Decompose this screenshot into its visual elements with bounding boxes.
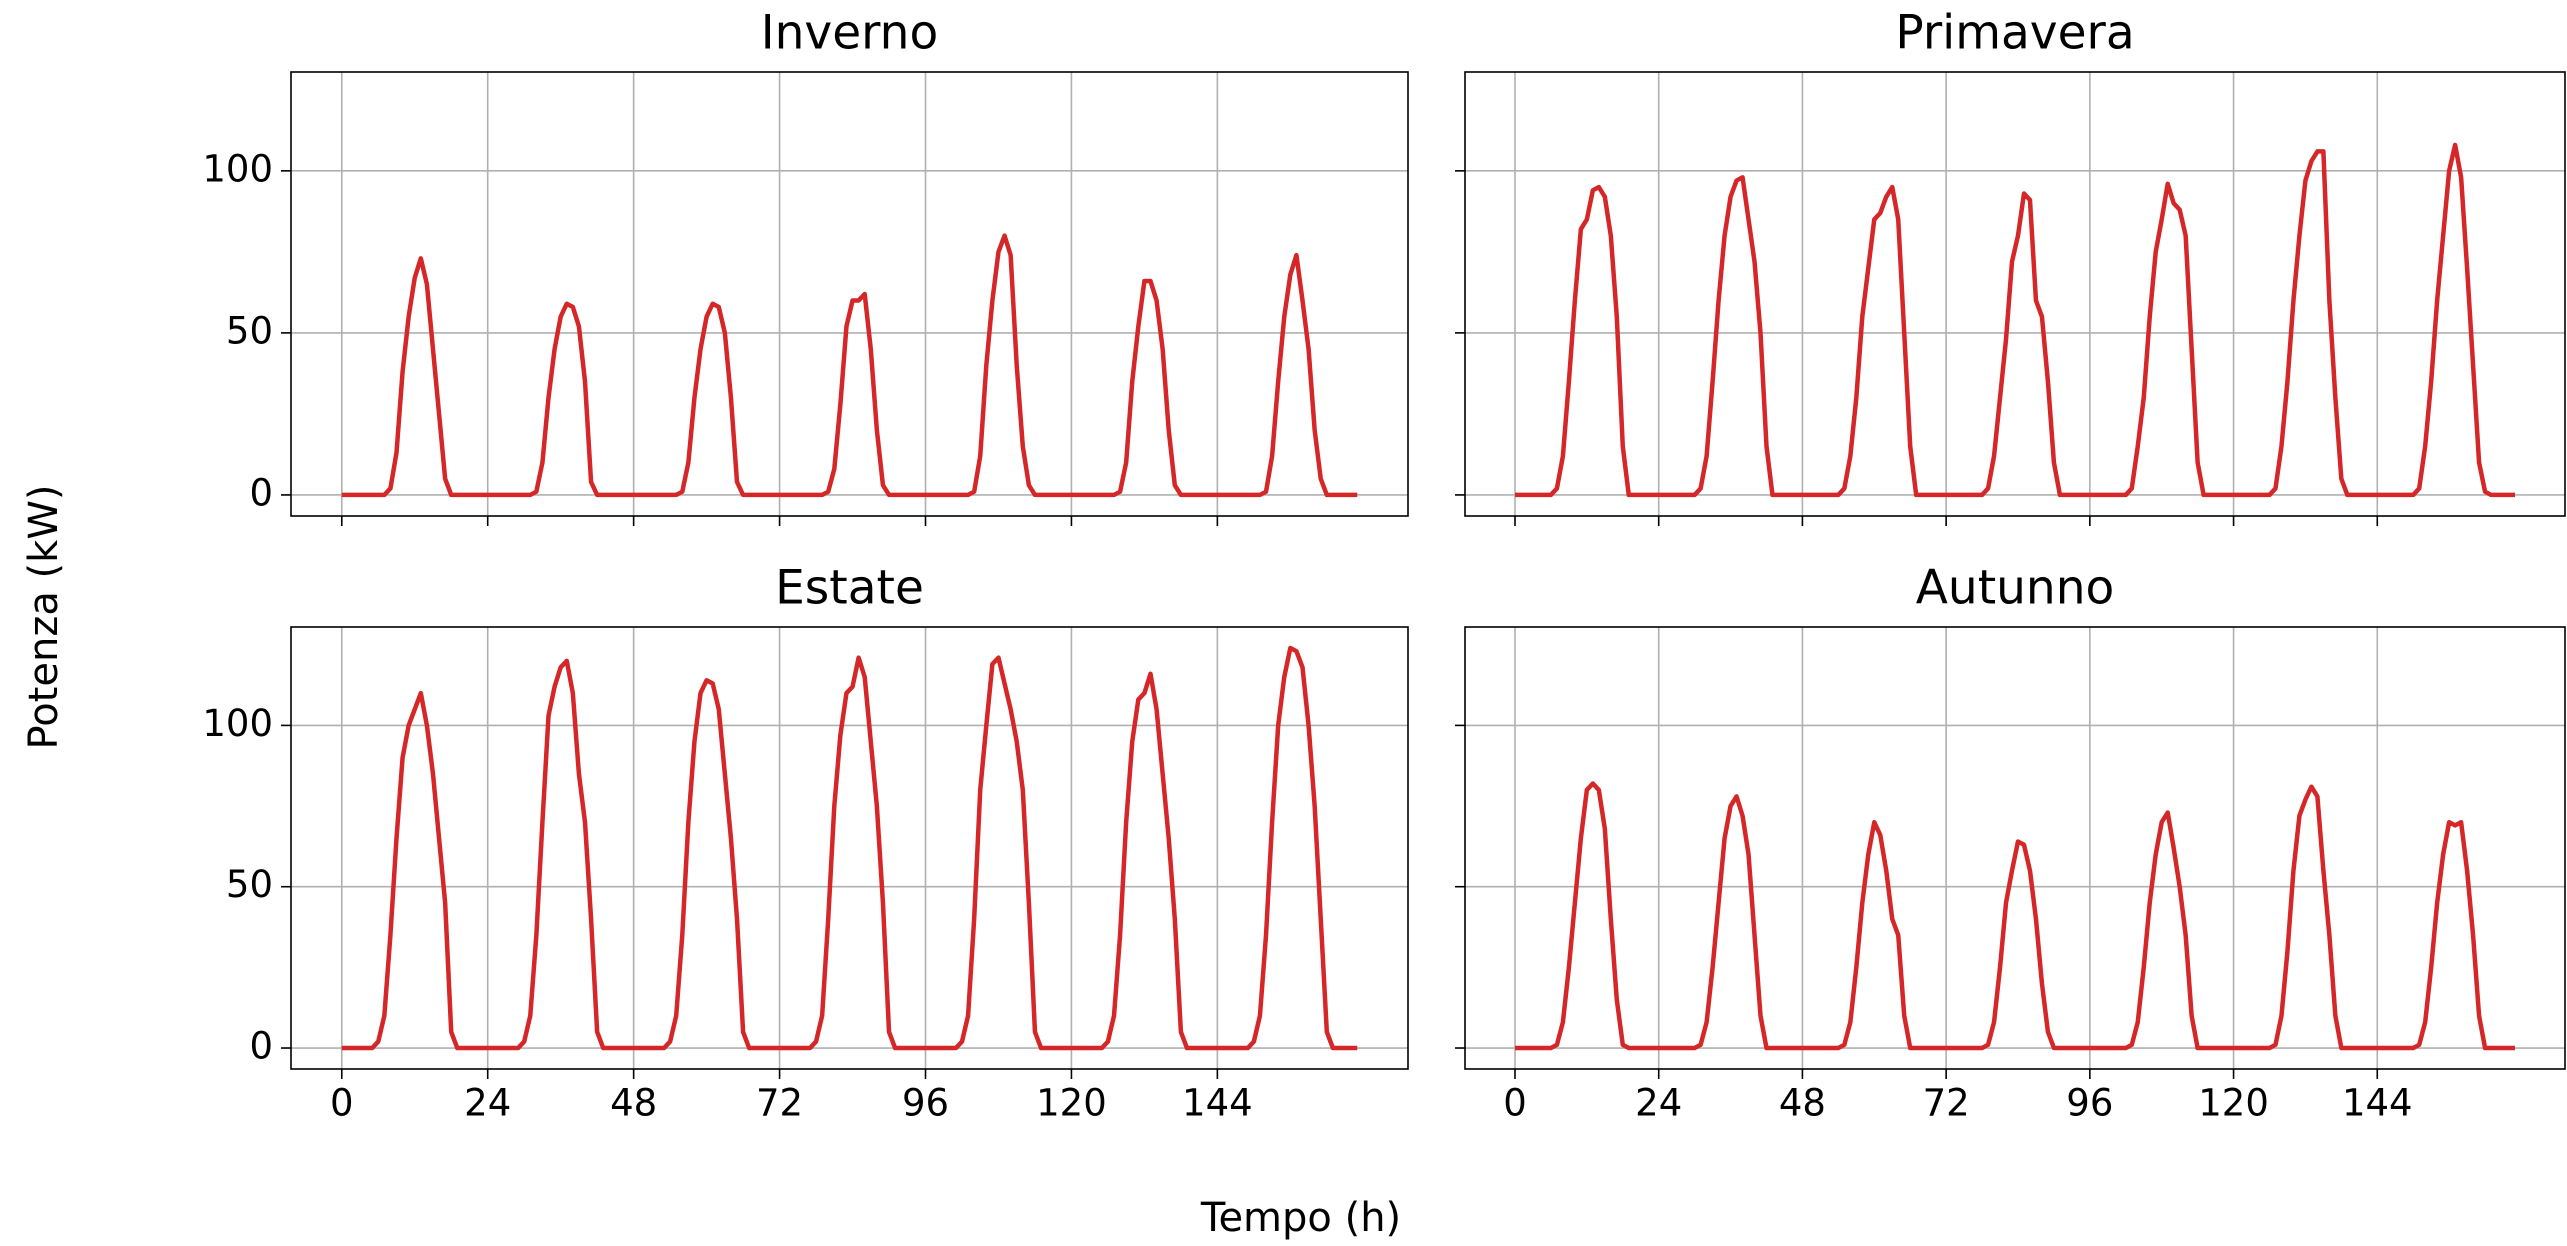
axes-frame [1464,71,2566,517]
y-tick-label: 0 [249,1025,273,1068]
x-tick-label: 96 [902,1082,949,1125]
x-tick-label: 24 [464,1082,511,1125]
y-tick-label: 50 [226,863,273,906]
x-axis-label: Tempo (h) [1200,1195,1401,1241]
axes-frame [1464,626,2566,1070]
panel-title: Primavera [1895,6,2134,61]
x-tick-label: 144 [1182,1082,1253,1125]
x-tick-label: 96 [2066,1082,2113,1125]
panel-title: Autunno [1916,561,2115,616]
x-tick-label: 72 [756,1082,803,1125]
data-line [1515,781,2515,1051]
panel-title: Estate [775,561,924,616]
x-tick-label: 144 [2342,1082,2413,1125]
y-tick-label: 100 [202,147,273,190]
y-axis-label: Potenza (kW) [21,485,67,750]
data-line [1515,142,2515,498]
y-tick-label: 50 [226,309,273,352]
data-line [341,645,1358,1051]
x-tick-label: 0 [1503,1082,1527,1125]
axes-frame [290,626,1409,1070]
x-tick-label: 72 [1923,1082,1970,1125]
y-tick-label: 0 [249,471,273,514]
y-tick-label: 100 [202,702,273,745]
panel-title: Inverno [761,6,938,61]
x-tick-label: 48 [1779,1082,1826,1125]
x-tick-label: 120 [1036,1082,1107,1125]
x-tick-label: 48 [610,1082,657,1125]
x-tick-label: 0 [330,1082,354,1125]
x-tick-label: 24 [1635,1082,1682,1125]
x-tick-label: 120 [2198,1082,2269,1125]
axes-frame [290,71,1409,517]
data-line [341,233,1358,498]
